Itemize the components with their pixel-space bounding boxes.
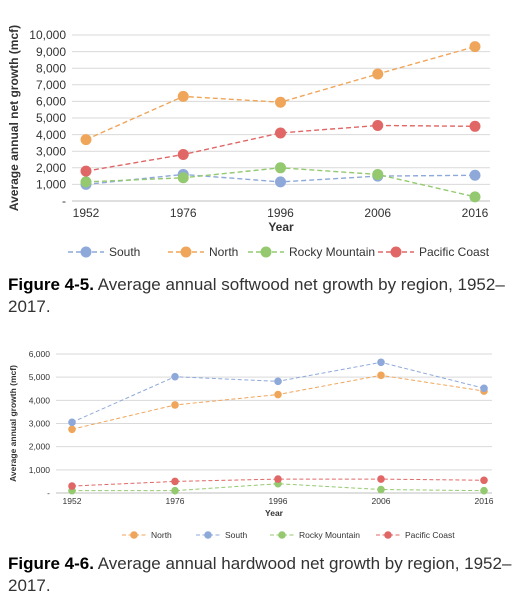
- chart1-point-pacific-coast: [372, 119, 384, 131]
- chart1-series-line-pacific-coast: [85, 124, 476, 172]
- chart2-point-rocky-mountain: [171, 486, 179, 495]
- chart2-ytick-label: 6,000: [29, 349, 51, 359]
- chart1-point-rocky-mountain: [372, 168, 384, 180]
- chart1-point-north: [372, 68, 384, 80]
- chart1-y-axis-label: Average annual net growth (mcf): [7, 25, 21, 211]
- chart2-x-axis-label: Year: [265, 508, 284, 518]
- chart1-ytick-label: 4,000: [36, 128, 66, 142]
- chart2-xtick-label: 1976: [166, 496, 185, 506]
- chart2-point-rocky-mountain: [377, 485, 385, 494]
- chart2-xtick-label: 1996: [269, 496, 288, 506]
- chart2-point-north: [377, 371, 385, 380]
- chart2-ytick-label: 1,000: [29, 465, 51, 475]
- chart1-ytick-label: 2,000: [36, 161, 66, 175]
- chart2-point-south: [377, 358, 385, 367]
- chart1-xtick-label: 2016: [462, 206, 489, 220]
- chart2-ytick-label: 2,000: [29, 442, 51, 452]
- chart1-point-pacific-coast: [469, 120, 481, 132]
- chart2-point-north: [274, 390, 282, 399]
- chart1-point-rocky-mountain: [177, 172, 189, 184]
- chart1-xtick-label: 1976: [170, 206, 197, 220]
- chart2-y-axis-label: Average annual growth (mcf): [8, 365, 18, 482]
- chart2-xtick-label: 2016: [475, 496, 494, 506]
- chart1-point-rocky-mountain: [80, 176, 92, 188]
- chart1-ytick-label: 10,000: [29, 28, 66, 42]
- chart2-series-line-rocky-mountain: [72, 483, 485, 492]
- chart1-legend-marker-pacific-coast: [390, 246, 402, 258]
- chart2-series-line-pacific-coast: [71, 478, 485, 487]
- chart1-ytick-label: 3,000: [36, 144, 66, 158]
- figure-4-5-text: Average annual softwood net growth by re…: [8, 275, 505, 316]
- chart1-ytick-label: 7,000: [36, 78, 66, 92]
- chart2-legend-label-north: North: [151, 530, 172, 540]
- chart1-point-pacific-coast: [80, 165, 92, 177]
- chart2-point-pacific-coast: [68, 482, 76, 490]
- chart1-legend-label-north: North: [209, 245, 238, 259]
- chart1-xtick-label: 1996: [267, 206, 294, 220]
- chart2-legend-marker-rocky-mountain: [278, 531, 286, 539]
- chart1-legend-marker-south: [80, 246, 92, 258]
- chart1-ytick-label: 9,000: [36, 45, 66, 59]
- chart1-ytick-label: 1,000: [36, 178, 66, 192]
- chart1-point-north: [177, 90, 189, 102]
- chart1-legend-label-pacific-coast: Pacific Coast: [419, 245, 490, 259]
- chart1-legend-label-south: South: [109, 245, 140, 259]
- chart1-xtick-label: 1952: [73, 206, 100, 220]
- chart1-point-south: [469, 169, 481, 181]
- chart1-point-pacific-coast: [177, 149, 189, 161]
- chart1-legend-marker-rocky-mountain: [260, 246, 272, 258]
- chart2-point-rocky-mountain: [480, 486, 488, 495]
- chart2-point-north: [68, 425, 76, 434]
- chart2-point-pacific-coast: [171, 477, 179, 486]
- chart1-ytick-label: 8,000: [36, 61, 66, 75]
- chart1-point-north: [469, 41, 481, 53]
- chart2-xtick-label: 1952: [63, 496, 82, 506]
- chart2-point-pacific-coast: [480, 476, 488, 485]
- chart2-legend-marker-north: [130, 531, 138, 539]
- chart2-legend-label-rocky-mountain: Rocky Mountain: [299, 530, 360, 540]
- chart2-point-north: [171, 401, 179, 409]
- chart1-legend-label-rocky-mountain: Rocky Mountain: [289, 245, 375, 259]
- chart1-point-rocky-mountain: [275, 162, 286, 174]
- chart2-ytick-label: 3,000: [29, 418, 51, 428]
- chart1-x-axis-label: Year: [268, 220, 294, 234]
- hardwood-growth-chart: - 1,000 2,000 3,000 4,000 5,000 6,000 1952 1976 1…: [8, 349, 494, 540]
- chart1-xtick-label: 2006: [364, 206, 391, 220]
- chart2-point-south: [274, 377, 282, 386]
- chart2-legend-label-south: South: [225, 530, 247, 540]
- chart1-point-south: [275, 176, 286, 188]
- figure-4-5-caption: Figure 4-5. Average annual softwood net …: [8, 274, 520, 318]
- chart1-point-north: [80, 134, 92, 146]
- chart2-point-south: [68, 418, 76, 427]
- chart2-legend-marker-south: [204, 531, 212, 539]
- chart1-legend-marker-north: [180, 246, 192, 258]
- chart1-point-north: [275, 96, 286, 108]
- chart2-point-pacific-coast: [274, 475, 282, 483]
- chart2-point-south: [480, 384, 488, 393]
- chart1-point-rocky-mountain: [469, 191, 481, 203]
- chart2-point-south: [171, 372, 179, 381]
- figure-4-6-caption: Figure 4-6. Average annual hardwood net …: [8, 553, 520, 597]
- chart2-ytick-label: 5,000: [29, 372, 51, 382]
- chart2-legend-label-pacific-coast: Pacific Coast: [405, 530, 455, 540]
- softwood-growth-chart: - 1,000 2,000 3,000 4,000 5,000 6,000 7,000 8,00…: [7, 25, 490, 259]
- chart2-point-pacific-coast: [377, 475, 385, 483]
- chart1-ytick-label: 6,000: [36, 95, 66, 109]
- chart2-ytick-label: 4,000: [29, 395, 51, 405]
- chart2-ytick-label: -: [47, 488, 50, 498]
- chart1-point-pacific-coast: [275, 127, 286, 139]
- chart2-legend-marker-pacific-coast: [384, 531, 392, 539]
- chart1-ytick-label: -: [62, 194, 66, 208]
- figure-4-5-label: Figure 4-5.: [8, 275, 94, 294]
- figure-4-6-label: Figure 4-6.: [8, 554, 94, 573]
- figure-4-6-text: Average annual hardwood net growth by re…: [8, 554, 512, 595]
- chart1-ytick-label: 5,000: [36, 111, 66, 125]
- chart2-xtick-label: 2006: [372, 496, 391, 506]
- chart1-series-line-north: [85, 45, 476, 141]
